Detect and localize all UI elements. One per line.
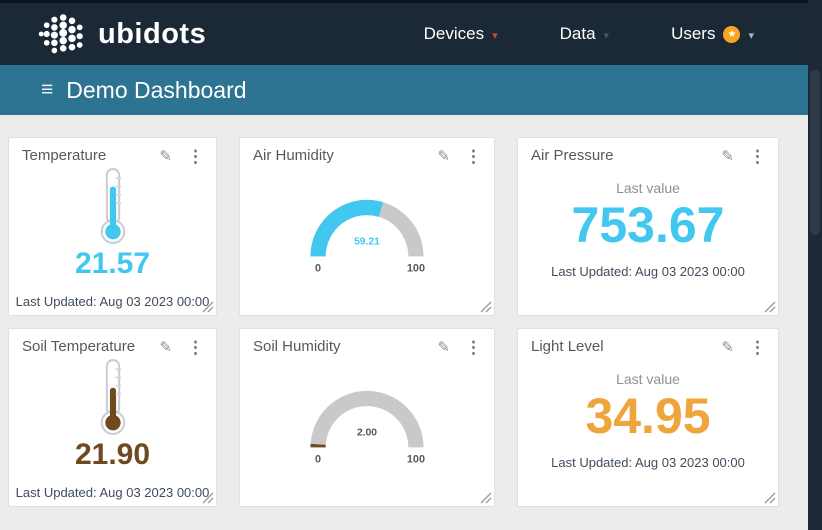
gauge-min-label: 0 [315,454,321,466]
edit-pencil-icon[interactable]: ✎ [159,339,172,356]
main-nav: Devices ▾ Data ▾ Users ★ ▾ [424,24,754,44]
edit-pencil-icon[interactable]: ✎ [437,339,450,356]
widget-value: 753.67 [571,197,725,253]
dashboard-content: Temperature ✎ ⋮ 21.57 [0,115,822,530]
widget-grid: Temperature ✎ ⋮ 21.57 [0,115,822,507]
resize-handle-icon[interactable] [480,301,492,313]
widget-header: Temperature ✎ ⋮ [9,138,216,165]
thermo-fill [109,186,116,232]
widget-title: Light Level [531,338,604,355]
gauge-chart: 59.21 0 100 [240,189,494,276]
widget-title: Air Humidity [253,147,334,164]
menu-dots-icon[interactable]: ⋮ [749,337,766,357]
top-navbar: ubidots Devices ▾ Data ▾ Users ★ ▾ [0,3,822,65]
menu-dots-icon[interactable]: ⋮ [465,146,482,166]
metric-label: Last value [616,371,680,387]
gauge-arc-fill [310,199,384,257]
gauge-max-label: 100 [407,454,425,466]
thermometer-chart [9,166,216,246]
widget-value: 21.90 [74,438,151,471]
menu-dots-icon[interactable]: ⋮ [465,337,482,357]
scrollbar[interactable] [808,0,822,530]
widget-card-soil-temperature[interactable]: Soil Temperature ✎ ⋮ 21.9 [8,328,217,507]
widget-header: Air Humidity ✎ ⋮ [240,138,494,165]
chevron-down-icon: ▾ [603,29,610,42]
edit-pencil-icon[interactable]: ✎ [721,339,734,356]
chevron-down-icon: ▾ [492,29,498,42]
widget-header: Soil Temperature ✎ ⋮ [9,329,216,356]
nav-users-label: Users [671,24,716,43]
resize-handle-icon[interactable] [764,301,776,313]
nav-data-label: Data [559,24,596,43]
thermo-bulb-fill [104,414,121,431]
gauge-track [310,390,424,448]
widget-header: Air Pressure ✎ ⋮ [518,138,778,165]
menu-dots-icon[interactable]: ⋮ [187,146,204,166]
ubidots-brand[interactable]: ubidots [34,12,206,56]
thermo-bulb-fill [104,223,121,240]
edit-pencil-icon[interactable]: ✎ [159,148,172,165]
scrollbar-thumb[interactable] [810,70,820,235]
thermometer-chart [9,357,216,437]
chevron-down-icon: ▾ [748,29,754,42]
last-updated-text: Last Updated: Aug 03 2023 00:00 [15,294,210,309]
resize-handle-icon[interactable] [202,301,214,313]
metric-label: Last value [616,180,680,196]
menu-dots-icon[interactable]: ⋮ [187,337,204,357]
thermo-fill [109,387,116,423]
widget-header: Soil Humidity ✎ ⋮ [240,329,494,356]
nav-devices-label: Devices [423,24,485,43]
browser-top-strip [0,0,822,3]
edit-pencil-icon[interactable]: ✎ [437,148,450,165]
edit-pencil-icon[interactable]: ✎ [721,148,734,165]
page-title: Demo Dashboard [66,76,247,103]
resize-handle-icon[interactable] [480,492,492,504]
nav-item-users[interactable]: Users ★ ▾ [671,24,754,44]
gauge-chart: 2.00 0 100 [240,380,494,467]
gauge-value: 59.21 [354,236,380,247]
widget-card-light-level[interactable]: Light Level ✎ ⋮ Last value 34.95 Last Up… [517,328,779,507]
gauge-max-label: 100 [407,263,425,275]
nav-item-data[interactable]: Data ▾ [560,24,609,44]
ubidots-logo-icon [38,14,83,54]
brand-wordmark: ubidots [98,17,207,50]
nav-item-devices[interactable]: Devices ▾ [424,24,498,44]
widget-card-soil-humidity[interactable]: Soil Humidity ✎ ⋮ 2.00 0 100 [239,328,495,507]
widget-title: Soil Temperature [22,338,136,355]
last-updated-text: Last Updated: Aug 03 2023 00:00 [551,263,745,279]
gauge-min-label: 0 [315,263,321,275]
widget-header: Light Level ✎ ⋮ [518,329,778,356]
last-updated-text: Last Updated: Aug 03 2023 00:00 [15,485,210,500]
gauge-value: 2.00 [357,427,377,438]
menu-dots-icon[interactable]: ⋮ [749,146,766,166]
hamburger-menu-icon[interactable]: ≡ [41,78,54,101]
widget-title: Temperature [22,147,107,164]
widget-value: 34.95 [585,388,711,444]
widget-card-air-humidity[interactable]: Air Humidity ✎ ⋮ 59.21 0 100 [239,137,495,316]
resize-handle-icon[interactable] [202,492,214,504]
widget-card-temperature[interactable]: Temperature ✎ ⋮ 21.57 [8,137,217,316]
star-badge-icon: ★ [723,25,741,43]
widget-title: Soil Humidity [253,338,341,355]
dashboard-header: ≡ Demo Dashboard [0,65,822,115]
resize-handle-icon[interactable] [764,492,776,504]
widget-value: 21.57 [74,247,151,280]
widget-title: Air Pressure [531,147,614,164]
last-updated-text: Last Updated: Aug 03 2023 00:00 [551,454,745,470]
widget-card-air-pressure[interactable]: Air Pressure ✎ ⋮ Last value 753.67 Last … [517,137,779,316]
